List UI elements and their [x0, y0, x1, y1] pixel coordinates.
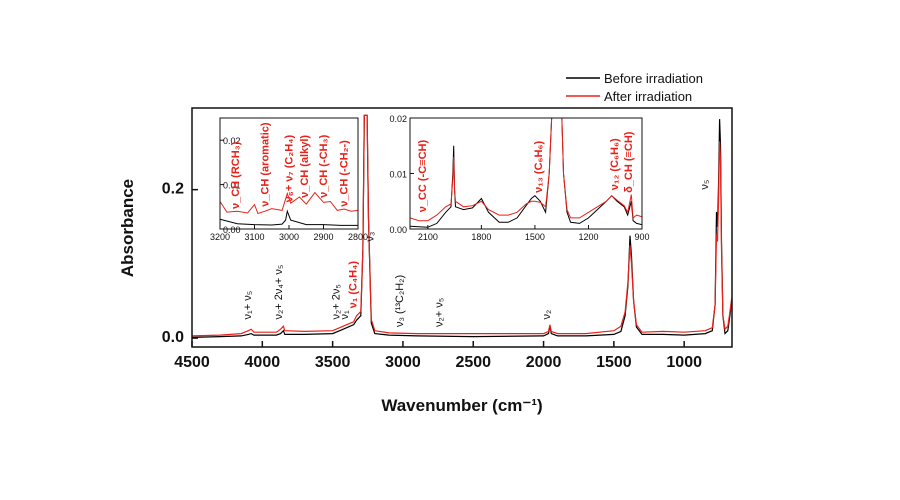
main-annotation: ν₂+ 2ν₄+ ν₅	[273, 265, 285, 320]
inset2-xtick-label: 900	[634, 232, 649, 242]
inset2-ytick-label: 0.02	[389, 114, 407, 124]
main-xtick-label: 2000	[526, 354, 562, 371]
inset2-ytick-label: 0.00	[389, 225, 407, 235]
inset2-annotation: ν_CC (-C≡CH)	[417, 140, 429, 213]
inset1-ytick-label: 0.02	[223, 136, 241, 146]
main-annotation: ν₃	[364, 232, 376, 242]
inset1-xtick-label: 2900	[313, 232, 333, 242]
main-plot: 4500 4000 3500 3000 2500 2000 1500 1000 0.0 0.2 ν₁…	[118, 107, 733, 415]
main-annotation: ν₅	[699, 180, 711, 190]
main-xtick-label: 2500	[455, 354, 491, 371]
main-annotation: ν₁ (C₄H₄)	[348, 261, 360, 309]
legend-label-after: After irradiation	[604, 89, 692, 104]
main-annotation: ν₁+ ν₅	[242, 291, 254, 320]
main-xtick-label: 4500	[174, 354, 210, 371]
y-axis-label: Absorbance	[118, 179, 137, 277]
inset2-ytick-label: 0.01	[389, 170, 407, 180]
inset1-ytick-label: 0.01	[223, 181, 241, 191]
inset2-xtick-label: 2100	[418, 232, 438, 242]
inset1-xtick-label: 3200	[210, 232, 230, 242]
inset1-xtick-label: 3100	[244, 232, 264, 242]
inset1-ytick-label: 0.00	[223, 225, 241, 235]
main-annotation: ν₂	[541, 310, 553, 320]
main-frame	[191, 107, 733, 348]
main-xtick-label: 4000	[245, 354, 281, 371]
inset1-annotation: ν_CH (aromatic)	[259, 122, 271, 207]
inset1-annotation: ν₆+ ν₇ (C₂H₄)	[283, 135, 295, 203]
inset2-xtick-label: 1800	[471, 232, 491, 242]
inset1-xtick-label: 3000	[279, 232, 299, 242]
inset2-background	[410, 118, 642, 229]
inset1-annotation: ν_CH (alkyl)	[299, 135, 311, 198]
inset1-xtick-label: 2800	[348, 232, 368, 242]
inset2-series-after	[410, 118, 642, 222]
main-xtick-label: 3000	[385, 354, 421, 371]
legend-label-before: Before irradiation	[604, 71, 703, 86]
main-annotation: ν₁	[339, 310, 351, 320]
inset1-series-after	[220, 191, 358, 215]
inset2-xtick-label: 1200	[578, 232, 598, 242]
main-annotation: ν₃ (¹³C₂H₂)	[394, 275, 406, 327]
main-ytick-label: 0.0	[162, 329, 184, 346]
x-axis-label: Wavenumber (cm⁻¹)	[381, 396, 542, 415]
main-xtick-label: 1500	[596, 354, 632, 371]
main-xtick-label: 3500	[315, 354, 351, 371]
main-series-after	[192, 114, 732, 337]
inset2-annotation: ν₁₂ (C₆H₆)	[609, 138, 621, 190]
inset1-background	[220, 118, 358, 229]
inset1-annotation: ν_CH (-CH₃)	[318, 134, 330, 197]
legend: Before irradiation After irradiation	[566, 71, 703, 104]
inset-fingerprint: 2100 1800 1500 1200 900 0.00 0.01 0.02 ν_CC (-C≡…	[389, 114, 649, 242]
inset2-annotation: δ_CH (≡CH)	[623, 131, 635, 193]
inset1-series-before	[220, 209, 358, 226]
main-xtick-label: 1000	[666, 354, 702, 371]
inset2-annotation: ν₁₃ (C₆H₆)	[533, 141, 545, 193]
inset-ch-stretch: 3200 3100 3000 2900 2800 0.00 0.01 0.02ν_CH (RC…	[210, 117, 368, 242]
inset1-annotation: ν_CH (-CH₂-)	[339, 140, 351, 207]
main-annotation: ν₂+ 2ν₅	[331, 284, 343, 319]
main-ytick-label: 0.2	[162, 181, 184, 198]
inset1-annotation: ν_CH (RCH₃)	[230, 141, 242, 209]
main-annotation: ν₂+ ν₅	[433, 298, 445, 327]
inset2-xtick-label: 1500	[525, 232, 545, 242]
